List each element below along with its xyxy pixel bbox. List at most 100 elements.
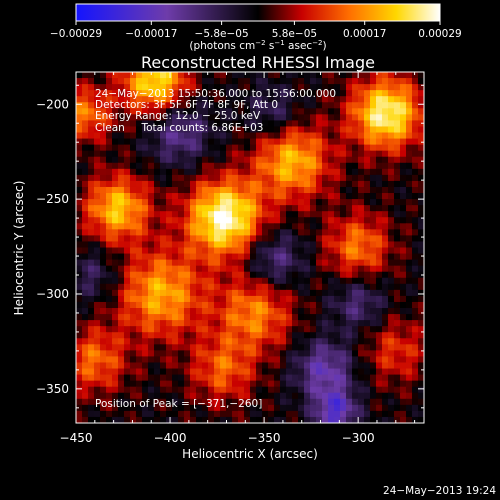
heatmap-cell — [292, 174, 299, 182]
heatmap-cell — [130, 332, 137, 339]
heatmap-cell — [382, 265, 389, 273]
heatmap-cell — [202, 72, 209, 79]
heatmap-cell — [100, 320, 107, 327]
heatmap-cell — [340, 295, 347, 303]
heatmap-cell — [130, 156, 137, 164]
heatmap-cell — [94, 193, 101, 200]
heatmap-cell — [184, 193, 191, 200]
heatmap-cell — [214, 398, 221, 406]
heatmap-cell — [88, 320, 95, 327]
heatmap-cell — [172, 332, 179, 339]
heatmap-cell — [154, 380, 161, 388]
heatmap-cell — [280, 199, 287, 206]
heatmap-cell — [160, 283, 167, 291]
heatmap-cell — [364, 235, 371, 242]
heatmap-cell — [124, 374, 131, 382]
heatmap-cell — [352, 144, 359, 152]
heatmap-cell — [352, 241, 359, 248]
heatmap-cell — [304, 174, 311, 182]
heatmap-cell — [172, 114, 179, 121]
heatmap-cell — [286, 338, 293, 345]
heatmap-cell — [160, 362, 167, 370]
heatmap-cell — [340, 277, 347, 285]
heatmap-cell — [178, 156, 185, 164]
heatmap-cell — [286, 289, 293, 297]
heatmap-cell — [244, 247, 251, 255]
heatmap-cell — [370, 277, 377, 285]
heatmap-cell — [124, 205, 131, 212]
heatmap-cell — [298, 156, 305, 164]
heatmap-cell — [400, 380, 407, 388]
heatmap-cell — [328, 72, 335, 79]
heatmap-cell — [244, 162, 251, 170]
heatmap-cell — [94, 295, 101, 303]
heatmap-cell — [112, 301, 119, 309]
heatmap-cell — [310, 271, 317, 279]
heatmap-cell — [370, 253, 377, 261]
heatmap-cell — [334, 326, 341, 333]
heatmap-cell — [340, 326, 347, 333]
heatmap-cell — [124, 96, 131, 103]
heatmap-cell — [292, 108, 299, 115]
heatmap-cell — [94, 96, 101, 103]
heatmap-cell — [268, 108, 275, 115]
heatmap-cell — [388, 386, 395, 394]
heatmap-cell — [256, 289, 263, 297]
heatmap-cell — [166, 174, 173, 182]
heatmap-cell — [388, 350, 395, 357]
heatmap-cell — [280, 277, 287, 285]
heatmap-cell — [382, 295, 389, 303]
heatmap-cell — [340, 241, 347, 248]
heatmap-cell — [160, 259, 167, 267]
heatmap-cell — [214, 223, 221, 230]
heatmap-cell — [304, 386, 311, 394]
heatmap-cell — [172, 162, 179, 170]
heatmap-cell — [100, 138, 107, 146]
heatmap-cell — [106, 265, 113, 273]
heatmap-cell — [286, 90, 293, 97]
heatmap-cell — [322, 416, 329, 424]
heatmap-cell — [106, 241, 113, 248]
heatmap-cell — [160, 320, 167, 327]
heatmap-cell — [418, 229, 425, 236]
heatmap-cell — [148, 180, 155, 188]
heatmap-cell — [418, 259, 425, 267]
heatmap-cell — [250, 120, 257, 127]
heatmap-cell — [232, 265, 239, 273]
heatmap-cell — [322, 78, 329, 85]
heatmap-cell — [226, 96, 233, 103]
heatmap-cell — [100, 102, 107, 109]
heatmap-cell — [244, 308, 251, 315]
heatmap-cell — [400, 301, 407, 309]
heatmap-cell — [394, 205, 401, 212]
heatmap-cell — [94, 326, 101, 333]
heatmap-cell — [352, 344, 359, 351]
heatmap-cell — [280, 265, 287, 273]
heatmap-cell — [304, 211, 311, 218]
heatmap-cell — [298, 211, 305, 218]
heatmap-cell — [160, 241, 167, 248]
heatmap-cell — [322, 235, 329, 242]
heatmap-cell — [316, 193, 323, 200]
heatmap-cell — [418, 356, 425, 363]
heatmap-cell — [376, 120, 383, 127]
heatmap-cell — [94, 356, 101, 363]
heatmap-cell — [292, 96, 299, 103]
heatmap-cell — [364, 90, 371, 97]
heatmap-cell — [394, 320, 401, 327]
heatmap-cell — [160, 368, 167, 376]
heatmap-cell — [256, 283, 263, 291]
heatmap-cell — [286, 320, 293, 327]
heatmap-cell — [136, 144, 143, 152]
heatmap-cell — [376, 90, 383, 97]
heatmap-cell — [406, 217, 413, 224]
heatmap-cell — [232, 277, 239, 285]
heatmap-cell — [364, 114, 371, 121]
heatmap-cell — [394, 314, 401, 321]
heatmap-cell — [364, 247, 371, 255]
heatmap-cell — [172, 229, 179, 236]
heatmap-cell — [178, 174, 185, 182]
heatmap-cell — [220, 205, 227, 212]
heatmap-cell — [304, 314, 311, 321]
heatmap-cell — [76, 271, 83, 279]
